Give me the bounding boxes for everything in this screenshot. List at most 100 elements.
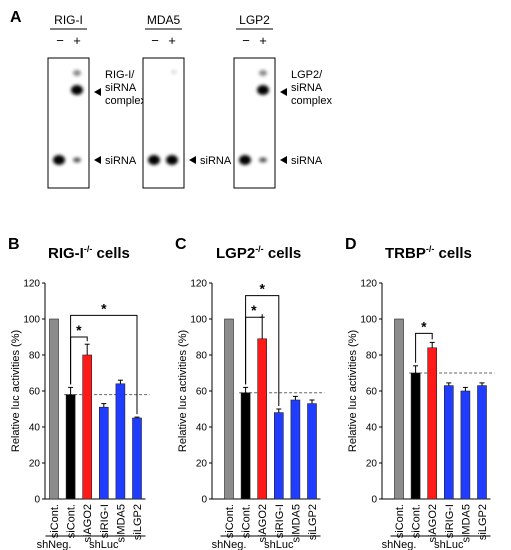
faint-spot	[171, 70, 177, 74]
sirna-band-minus	[239, 155, 251, 165]
complex-label-line: LGP2/	[291, 69, 323, 81]
significance-bracket	[415, 332, 433, 363]
y-tick-label: 40	[196, 423, 208, 434]
significance-bracket	[70, 314, 138, 415]
bar	[307, 403, 317, 500]
chart-title-sup: -/-	[426, 244, 435, 254]
y-tick-label: 20	[196, 459, 208, 470]
bar	[394, 318, 404, 500]
y-tick-label: 80	[29, 351, 41, 362]
panel-letter: D	[345, 236, 357, 253]
gel-frame	[47, 57, 90, 189]
x-tick-label: siRIG-I	[444, 504, 456, 538]
chart-title-main: TRBP	[385, 245, 426, 262]
sirna-band-plus	[259, 157, 267, 163]
panel-letter: B	[8, 236, 20, 253]
plus-lane-label: +	[168, 33, 176, 48]
sirna-band-plus	[73, 157, 81, 163]
arrowhead-icon	[280, 156, 287, 164]
y-axis-label: Relative luc activities (%)	[347, 330, 359, 452]
complex-band	[257, 85, 269, 95]
arrowhead-icon	[94, 156, 101, 164]
significance-marker: *	[76, 322, 82, 338]
group-label: shNeg.	[212, 539, 247, 550]
y-tick-label: 120	[360, 279, 377, 290]
chart-title-suffix: cells	[434, 245, 472, 262]
plus-lane-label: +	[73, 33, 81, 48]
x-tick-label: siCont.	[224, 504, 236, 538]
chart-title-suffix: cells	[92, 245, 130, 262]
chart-title-suffix: cells	[264, 245, 302, 262]
plus-lane-label: +	[259, 33, 267, 48]
bar	[460, 390, 471, 500]
complex-smear	[259, 70, 267, 76]
y-tick-label: 60	[196, 387, 208, 398]
group-label: shLuc	[264, 539, 294, 550]
x-tick-label: siAGO2	[82, 504, 94, 543]
complex-band	[71, 85, 83, 95]
bar	[132, 417, 142, 500]
significance-marker: *	[421, 318, 427, 334]
y-tick-label: 80	[196, 351, 208, 362]
gel-title: LGP2	[239, 13, 270, 27]
chart-panel-b: B RIG-I-/- cells 0 20 40 60 80 100 120 Relative l…	[8, 236, 150, 550]
y-tick-label: 60	[29, 387, 41, 398]
y-tick-label: 120	[190, 279, 207, 290]
minus-lane-label: −	[56, 33, 64, 48]
bar	[443, 385, 454, 500]
y-tick-label: 100	[23, 315, 40, 326]
y-tick-label: 0	[371, 495, 377, 506]
x-tick-label: siMDA5	[290, 504, 302, 543]
bar	[115, 383, 126, 500]
x-tick-label: siLGP2	[132, 504, 144, 540]
x-tick-label: siRIG-I	[274, 504, 286, 538]
bar	[257, 338, 268, 500]
sirna-band-minus	[148, 155, 160, 165]
x-tick-label: siCont.	[49, 504, 61, 538]
chart-title: TRBP-/- cells	[385, 244, 472, 262]
y-tick-label: 100	[360, 315, 377, 326]
sirna-band-minus	[53, 155, 65, 165]
bar	[82, 354, 92, 500]
y-tick-label: 0	[34, 495, 40, 506]
sirna-label: siRNA	[105, 155, 137, 167]
gel-frame	[142, 57, 185, 189]
bar	[240, 392, 251, 500]
y-axis-label: Relative luc activities (%)	[177, 330, 189, 452]
y-tick-label: 20	[366, 459, 378, 470]
x-tick-label: siMDA5	[460, 504, 472, 543]
arrowhead-icon	[189, 156, 196, 164]
x-tick-label: siAGO2	[257, 504, 269, 543]
complex-label: RIG-I/siRNA complex	[105, 69, 146, 107]
y-tick-label: 100	[190, 315, 207, 326]
complex-label-line: siRNA	[291, 82, 323, 94]
complex-label-line: complex	[291, 95, 332, 107]
bar	[477, 385, 487, 500]
sirna-label: siRNA	[200, 155, 232, 167]
bar	[224, 318, 234, 500]
bar	[427, 347, 438, 500]
minus-lane-label: −	[242, 33, 250, 48]
y-tick-label: 40	[29, 423, 41, 434]
group-label: shNeg.	[382, 539, 417, 550]
y-tick-label: 60	[366, 387, 378, 398]
y-tick-label: 20	[29, 459, 41, 470]
complex-label: LGP2/siRNA complex	[291, 69, 332, 107]
bar	[49, 318, 59, 500]
x-tick-label: siAGO2	[427, 504, 439, 543]
arrowhead-icon	[280, 88, 287, 96]
bar	[65, 394, 76, 500]
x-tick-label: siMDA5	[115, 504, 127, 543]
significance-marker: *	[259, 281, 265, 297]
bar	[273, 412, 284, 500]
chart-title-sup: -/-	[84, 244, 93, 254]
x-tick-label: siCont.	[241, 504, 253, 538]
x-tick-label: siCont.	[66, 504, 78, 538]
y-tick-label: 0	[201, 495, 207, 506]
panel-letter-a: A	[10, 9, 22, 26]
chart-title-sup: -/-	[255, 244, 264, 254]
chart-title-main: RIG-I	[48, 245, 84, 262]
